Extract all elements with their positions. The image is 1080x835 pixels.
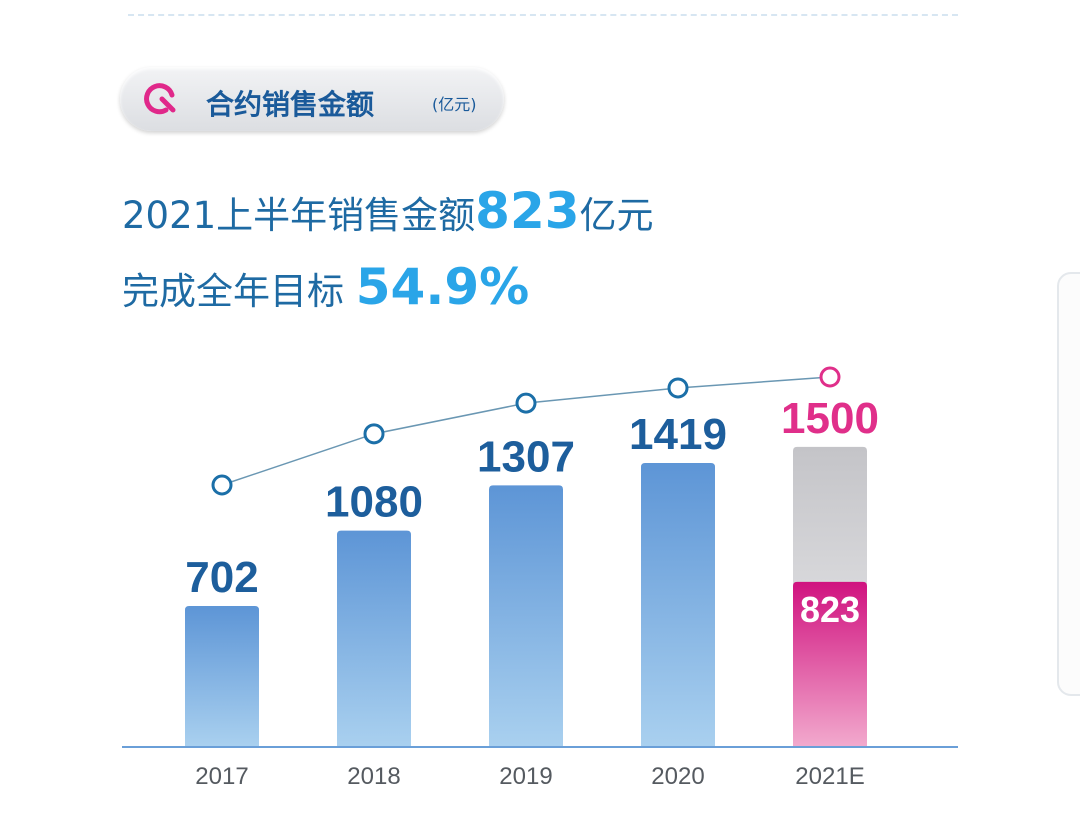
actual-value-label: 823 [800,589,860,630]
x-tick-label: 2018 [347,763,400,790]
section-header-pill: 合约销售金额 (亿元) [120,67,504,131]
top-divider [128,14,958,16]
headline-completion-value: 54.9% [355,258,530,316]
trend-marker [363,423,385,445]
bar-2019 [489,485,563,746]
trend-marker [819,366,841,388]
bar-2020 [641,463,715,746]
headline-sales-unit: 亿元 [579,194,654,237]
headline-sales: 2021上半年销售金额823亿元 [122,182,654,240]
data-label: 1419 [629,410,727,459]
headline-sales-text: 2021上半年销售金额 [122,194,476,237]
x-tick-label: 2020 [651,763,704,790]
section-unit: (亿元) [432,95,477,114]
headline-completion: 完成全年目标 54.9% [122,258,529,316]
bar-2017 [185,606,259,746]
data-label: 1500 [781,394,879,443]
bar-2018 [337,530,411,746]
data-label: 702 [185,553,258,602]
data-label: 1307 [477,432,575,481]
headline-completion-text: 完成全年目标 [122,270,344,313]
trend-marker [515,392,537,414]
side-panel-edge [1057,272,1080,696]
x-tick-label: 2017 [195,763,248,790]
trend-marker [667,377,689,399]
data-label: 1080 [325,478,423,527]
section-title: 合约销售金额 [206,88,375,121]
actual-bar-2021E [793,581,867,746]
x-tick-label: 2021E [795,763,864,790]
headline-sales-value: 823 [475,182,580,240]
x-tick-label: 2019 [499,763,552,790]
q-logo-icon [144,83,176,115]
trend-marker [211,474,233,496]
